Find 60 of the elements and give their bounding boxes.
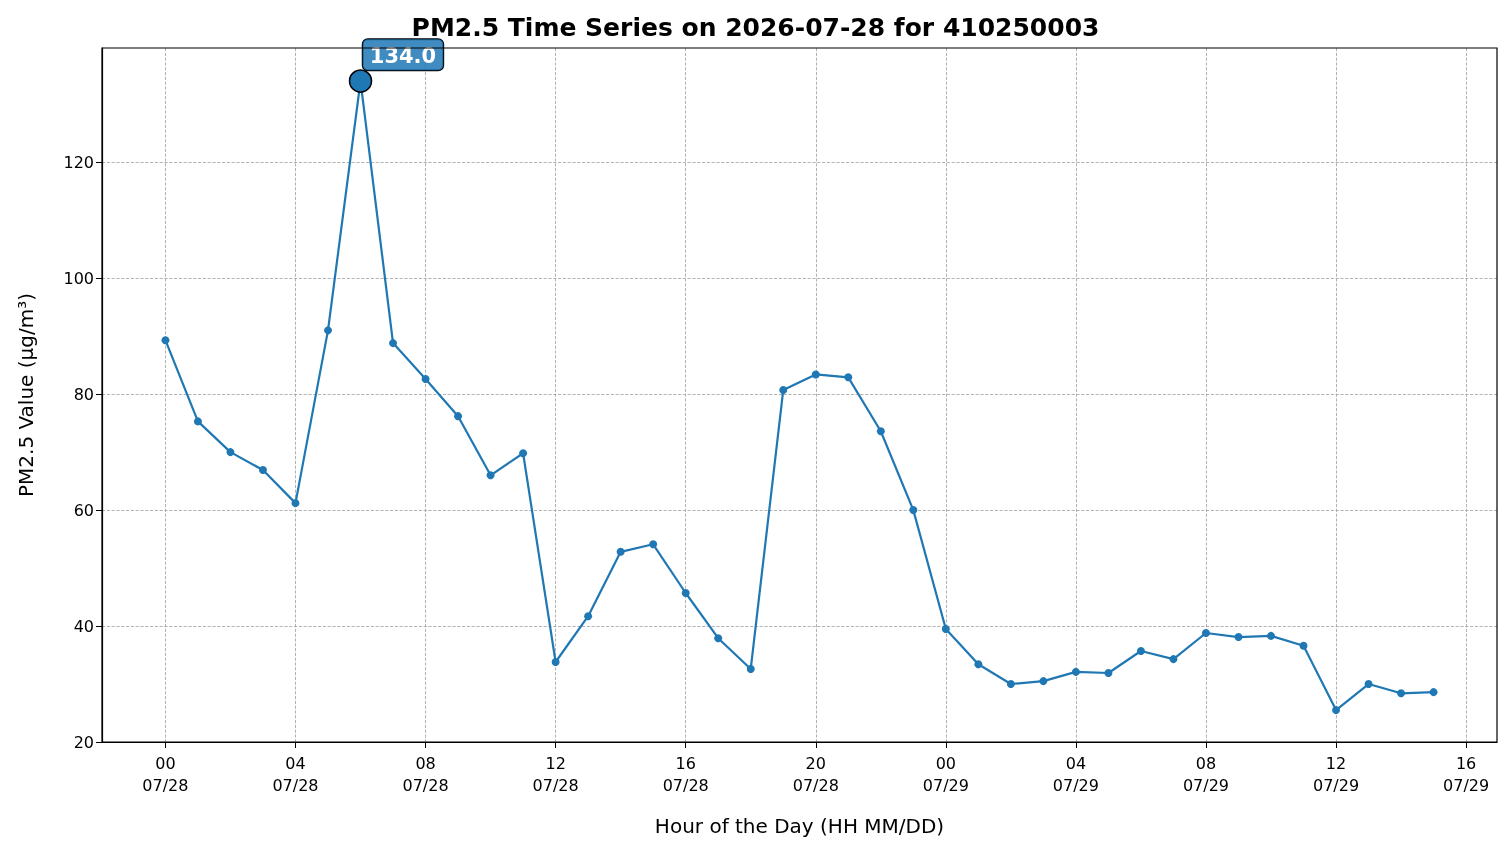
x-axis-title: Hour of the Day (HH MM/DD) <box>654 814 945 838</box>
point <box>1429 688 1438 697</box>
point <box>941 624 950 633</box>
x-tick-label: 16 07/29 <box>1443 753 1490 795</box>
x-tick-label: 12 07/28 <box>532 753 579 795</box>
point <box>844 373 853 382</box>
point <box>1397 689 1406 698</box>
annotation: 134.0 <box>369 43 437 68</box>
point <box>1136 646 1145 655</box>
point <box>974 660 983 669</box>
x-tick-label: 08 07/28 <box>402 753 449 795</box>
y-tick-label: 60 <box>73 500 94 520</box>
x-tick-label: 04 07/29 <box>1052 753 1099 795</box>
point <box>1201 629 1210 637</box>
point <box>1364 680 1373 689</box>
point <box>193 417 202 426</box>
point <box>1267 631 1275 640</box>
x-tick-label: 16 07/28 <box>662 753 709 795</box>
point <box>1332 706 1341 715</box>
y-tick-label: 40 <box>73 616 94 636</box>
point <box>258 466 267 475</box>
point <box>389 339 398 348</box>
point <box>1234 633 1243 642</box>
point <box>1071 667 1080 676</box>
point <box>226 448 235 457</box>
point <box>1006 680 1015 689</box>
point <box>779 386 788 395</box>
point <box>584 612 593 621</box>
point <box>649 540 658 549</box>
y-tick-label: 80 <box>73 384 94 404</box>
point <box>421 375 430 384</box>
point <box>746 664 755 673</box>
point <box>1169 655 1178 664</box>
x-tick-label: 00 07/28 <box>142 753 189 795</box>
point <box>714 634 723 643</box>
x-tick-label: 04 07/28 <box>272 753 319 795</box>
point <box>681 589 690 597</box>
x-tick-label: 08 07/29 <box>1182 753 1230 795</box>
point <box>454 412 463 421</box>
point <box>811 370 820 379</box>
y-axis-title: PM2.5 Value (μg/m³) <box>14 292 38 498</box>
point <box>616 547 625 556</box>
point <box>551 657 560 666</box>
point <box>1104 669 1113 677</box>
point <box>161 336 170 345</box>
y-tick-label: 100 <box>63 268 94 288</box>
x-tick-label: 00 07/29 <box>922 753 969 795</box>
point <box>486 471 495 480</box>
point <box>1299 641 1308 650</box>
point <box>291 499 300 508</box>
point <box>519 449 528 458</box>
y-tick-label: 120 <box>63 152 94 172</box>
point <box>1039 677 1048 686</box>
chart-title: PM2.5 Time Series on 2026-07-28 for 410250003 <box>411 13 1100 42</box>
x-tick-label: 20 07/28 <box>792 753 839 795</box>
x-tick-label: 12 07/29 <box>1312 753 1360 795</box>
point <box>909 506 918 515</box>
point <box>876 427 885 436</box>
point <box>324 326 332 335</box>
y-tick-label: 20 <box>73 732 94 752</box>
